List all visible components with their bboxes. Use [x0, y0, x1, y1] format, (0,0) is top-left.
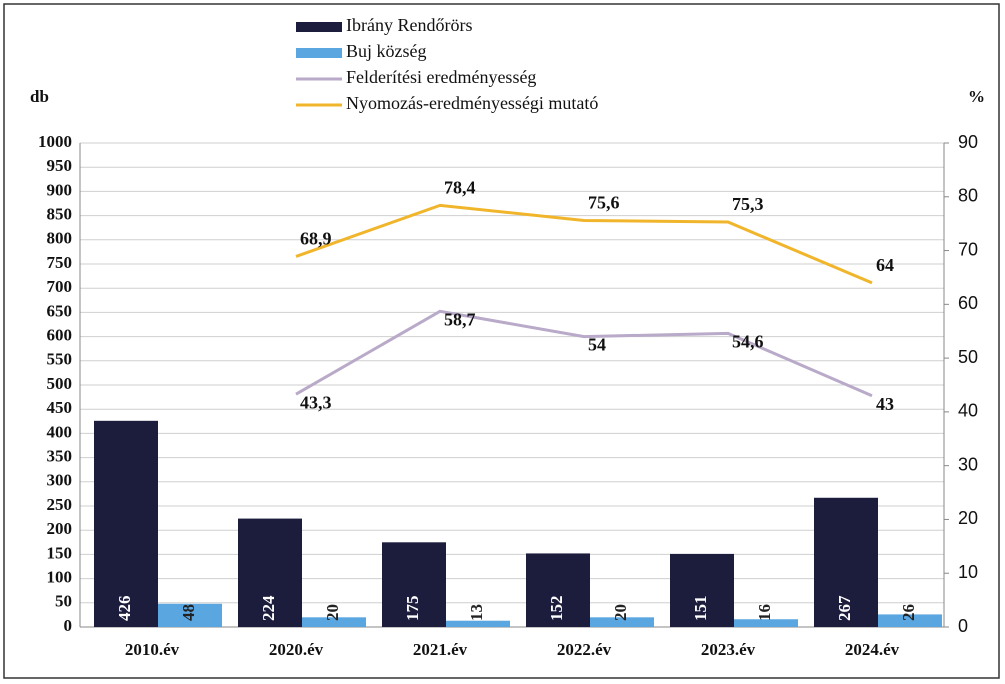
x-tick-label: 2010.év — [125, 640, 180, 659]
line-value-label: 68,9 — [300, 229, 332, 249]
y-axis-label: db — [30, 87, 49, 106]
y-tick-label: 400 — [47, 422, 73, 441]
line-value-label: 78,4 — [444, 178, 476, 198]
y-tick-label: 650 — [47, 301, 73, 320]
y2-tick-label: 70 — [958, 239, 978, 259]
bar — [302, 617, 366, 627]
bar-value-label: 20 — [323, 604, 342, 621]
bar-value-label: 267 — [835, 595, 854, 621]
legend-swatch — [296, 48, 342, 58]
legend-label: Nyomozás-eredményességi mutató — [346, 93, 598, 113]
bar — [734, 619, 798, 627]
line-value-label: 43 — [876, 394, 894, 414]
y2-tick-label: 10 — [958, 562, 978, 582]
y2-axis-label: % — [968, 87, 985, 106]
line-value-label: 54 — [588, 335, 606, 355]
bar — [670, 553, 734, 627]
y2-tick-label: 80 — [958, 186, 978, 206]
y2-tick-label: 0 — [958, 616, 968, 636]
bar — [382, 542, 446, 627]
x-tick-label: 2021.év — [413, 640, 468, 659]
y-tick-label: 50 — [55, 592, 72, 611]
y-tick-label: 800 — [47, 229, 73, 248]
y-tick-label: 0 — [64, 616, 73, 635]
line-value-label: 64 — [876, 255, 894, 275]
y2-tick-label: 30 — [958, 454, 978, 474]
line-value-label: 54,6 — [732, 331, 764, 351]
line-value-label: 75,3 — [732, 194, 764, 214]
y-tick-label: 550 — [47, 350, 73, 369]
line — [295, 309, 873, 398]
y-tick-label: 150 — [47, 543, 73, 562]
bar-value-label: 426 — [115, 596, 134, 622]
bar — [94, 420, 158, 627]
bar — [526, 553, 590, 627]
x-tick-label: 2020.év — [269, 640, 324, 659]
bar-value-label: 151 — [691, 596, 710, 622]
bar — [590, 617, 654, 627]
bar-value-label: 20 — [611, 604, 630, 621]
line — [295, 203, 873, 285]
y2-tick-label: 50 — [958, 347, 978, 367]
bar-value-label: 13 — [467, 604, 486, 621]
y-tick-label: 950 — [47, 156, 73, 175]
legend-label: Ibrány Rendőrörs — [346, 15, 472, 35]
legend-label: Felderítési eredményesség — [346, 67, 536, 87]
y-tick-label: 100 — [47, 568, 73, 587]
x-tick-label: 2024.év — [845, 640, 900, 659]
y-tick-label: 900 — [47, 180, 73, 199]
bar-value-label: 152 — [547, 596, 566, 622]
y-tick-label: 750 — [47, 253, 73, 272]
y-tick-label: 1000 — [38, 132, 72, 151]
y2-tick-label: 60 — [958, 293, 978, 313]
y2-tick-label: 20 — [958, 508, 978, 528]
bar-value-label: 16 — [755, 604, 774, 621]
y-tick-label: 700 — [47, 277, 73, 296]
y-tick-label: 450 — [47, 398, 73, 417]
bar — [878, 614, 942, 627]
line-value-label: 75,6 — [588, 193, 620, 213]
y-tick-label: 600 — [47, 326, 73, 345]
y-tick-label: 850 — [47, 205, 73, 224]
legend-label: Buj község — [346, 41, 427, 61]
bar — [238, 518, 302, 627]
x-tick-label: 2023.év — [701, 640, 756, 659]
line-value-label: 43,3 — [300, 392, 332, 412]
y-tick-label: 300 — [47, 471, 73, 490]
bar-value-label: 26 — [899, 604, 918, 621]
bar — [158, 603, 222, 627]
y-tick-label: 200 — [47, 519, 73, 538]
bar-value-label: 48 — [179, 604, 198, 621]
y-tick-label: 500 — [47, 374, 73, 393]
line-value-label: 58,7 — [444, 309, 476, 329]
y-tick-label: 250 — [47, 495, 73, 514]
bar — [814, 497, 878, 627]
y2-tick-label: 40 — [958, 401, 978, 421]
legend-swatch — [296, 22, 342, 32]
bar-value-label: 224 — [259, 595, 278, 621]
bar — [446, 620, 510, 627]
y2-tick-label: 90 — [958, 132, 978, 152]
x-tick-label: 2022.év — [557, 640, 612, 659]
y-tick-label: 350 — [47, 447, 73, 466]
bar-value-label: 175 — [403, 596, 422, 622]
